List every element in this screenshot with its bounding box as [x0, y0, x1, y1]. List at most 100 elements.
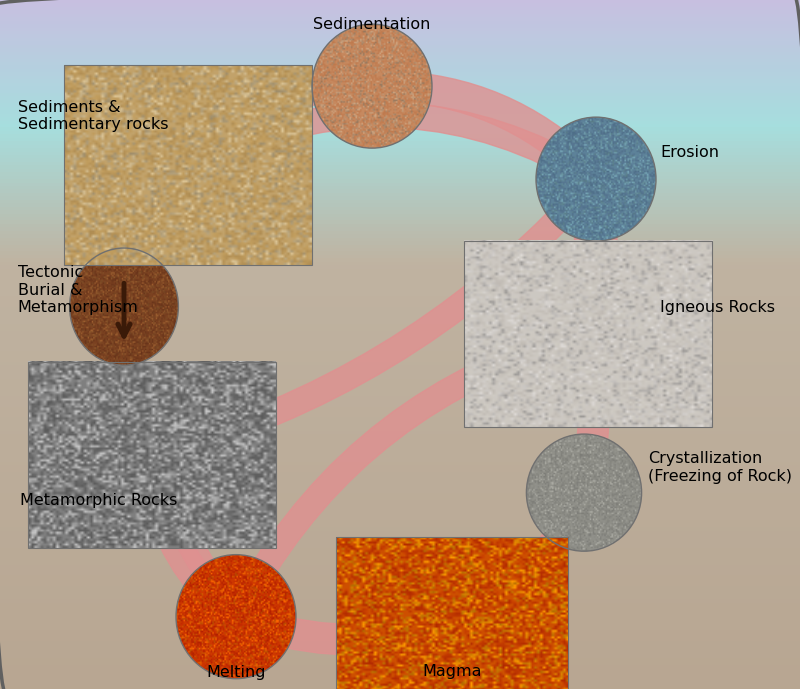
Bar — [0, 541, 800, 544]
Bar — [0, 186, 800, 189]
Bar — [0, 117, 800, 121]
Bar — [0, 313, 800, 317]
Bar — [0, 679, 800, 682]
Bar — [0, 193, 800, 196]
Bar — [0, 334, 800, 338]
Text: Sedimentation: Sedimentation — [314, 17, 430, 32]
Bar — [0, 107, 800, 110]
Bar — [0, 524, 800, 527]
Bar — [0, 472, 800, 475]
FancyArrowPatch shape — [567, 334, 611, 490]
Bar — [0, 103, 800, 107]
Bar — [0, 0, 800, 3]
FancyArrowPatch shape — [454, 489, 597, 631]
Bar — [0, 24, 800, 28]
Bar — [0, 613, 800, 617]
Bar — [0, 407, 800, 410]
Bar — [0, 220, 800, 224]
Bar — [0, 548, 800, 551]
Bar — [0, 269, 800, 272]
Bar — [0, 500, 800, 503]
Bar — [0, 369, 800, 372]
Bar — [0, 496, 800, 500]
Bar — [0, 475, 800, 479]
Bar — [0, 634, 800, 637]
Bar — [0, 365, 800, 369]
Bar — [0, 558, 800, 562]
FancyArrowPatch shape — [109, 167, 187, 305]
Bar — [0, 41, 800, 45]
Bar — [0, 606, 800, 610]
Bar — [0, 382, 800, 386]
Bar — [0, 262, 800, 265]
Bar — [0, 165, 800, 169]
Bar — [0, 586, 800, 589]
Bar — [0, 655, 800, 658]
Bar — [0, 431, 800, 434]
Bar — [0, 320, 800, 324]
Text: Metamorphic Rocks: Metamorphic Rocks — [20, 493, 178, 508]
Bar — [0, 424, 800, 427]
Bar — [0, 300, 800, 303]
Bar — [0, 531, 800, 534]
Bar — [0, 658, 800, 661]
Bar — [0, 217, 800, 220]
FancyArrowPatch shape — [178, 64, 370, 173]
Bar — [0, 572, 800, 575]
Bar — [0, 362, 800, 365]
FancyArrowPatch shape — [233, 323, 589, 614]
Bar — [0, 324, 800, 327]
Bar — [0, 517, 800, 520]
Bar — [0, 513, 800, 517]
Bar — [0, 582, 800, 586]
Bar — [0, 448, 800, 451]
Bar — [0, 672, 800, 675]
Bar — [0, 207, 800, 210]
Text: Crystallization
(Freezing of Rock): Crystallization (Freezing of Rock) — [648, 451, 792, 484]
Bar — [0, 455, 800, 458]
Bar — [0, 603, 800, 606]
Bar — [0, 310, 800, 313]
Bar — [0, 379, 800, 382]
Bar — [0, 79, 800, 83]
Bar — [0, 589, 800, 593]
Bar — [0, 534, 800, 537]
Bar — [0, 307, 800, 310]
Bar — [0, 465, 800, 469]
Bar — [0, 265, 800, 269]
Bar — [0, 59, 800, 62]
Bar — [0, 527, 800, 531]
Bar — [0, 410, 800, 413]
Bar — [0, 355, 800, 358]
Bar — [0, 338, 800, 341]
Bar — [0, 593, 800, 596]
Bar — [0, 248, 800, 251]
Bar — [0, 200, 800, 203]
Bar — [0, 596, 800, 599]
Bar — [0, 413, 800, 417]
Text: Erosion: Erosion — [660, 145, 719, 160]
Bar — [0, 148, 800, 152]
Bar — [0, 444, 800, 448]
FancyArrowPatch shape — [141, 453, 236, 615]
Bar — [0, 241, 800, 245]
Bar — [0, 682, 800, 686]
Bar — [0, 420, 800, 424]
Bar — [0, 214, 800, 217]
FancyArrowPatch shape — [374, 71, 594, 177]
Bar — [0, 158, 800, 162]
Bar — [0, 610, 800, 613]
Bar — [64, 65, 312, 265]
FancyArrowPatch shape — [151, 181, 594, 466]
Bar — [0, 234, 800, 238]
Bar — [0, 331, 800, 334]
Bar — [0, 686, 800, 689]
Bar — [0, 651, 800, 655]
Bar — [0, 131, 800, 134]
Bar — [0, 386, 800, 389]
Bar — [0, 372, 800, 376]
Bar — [0, 45, 800, 48]
Bar — [0, 169, 800, 172]
Bar — [0, 124, 800, 127]
Bar — [0, 644, 800, 648]
